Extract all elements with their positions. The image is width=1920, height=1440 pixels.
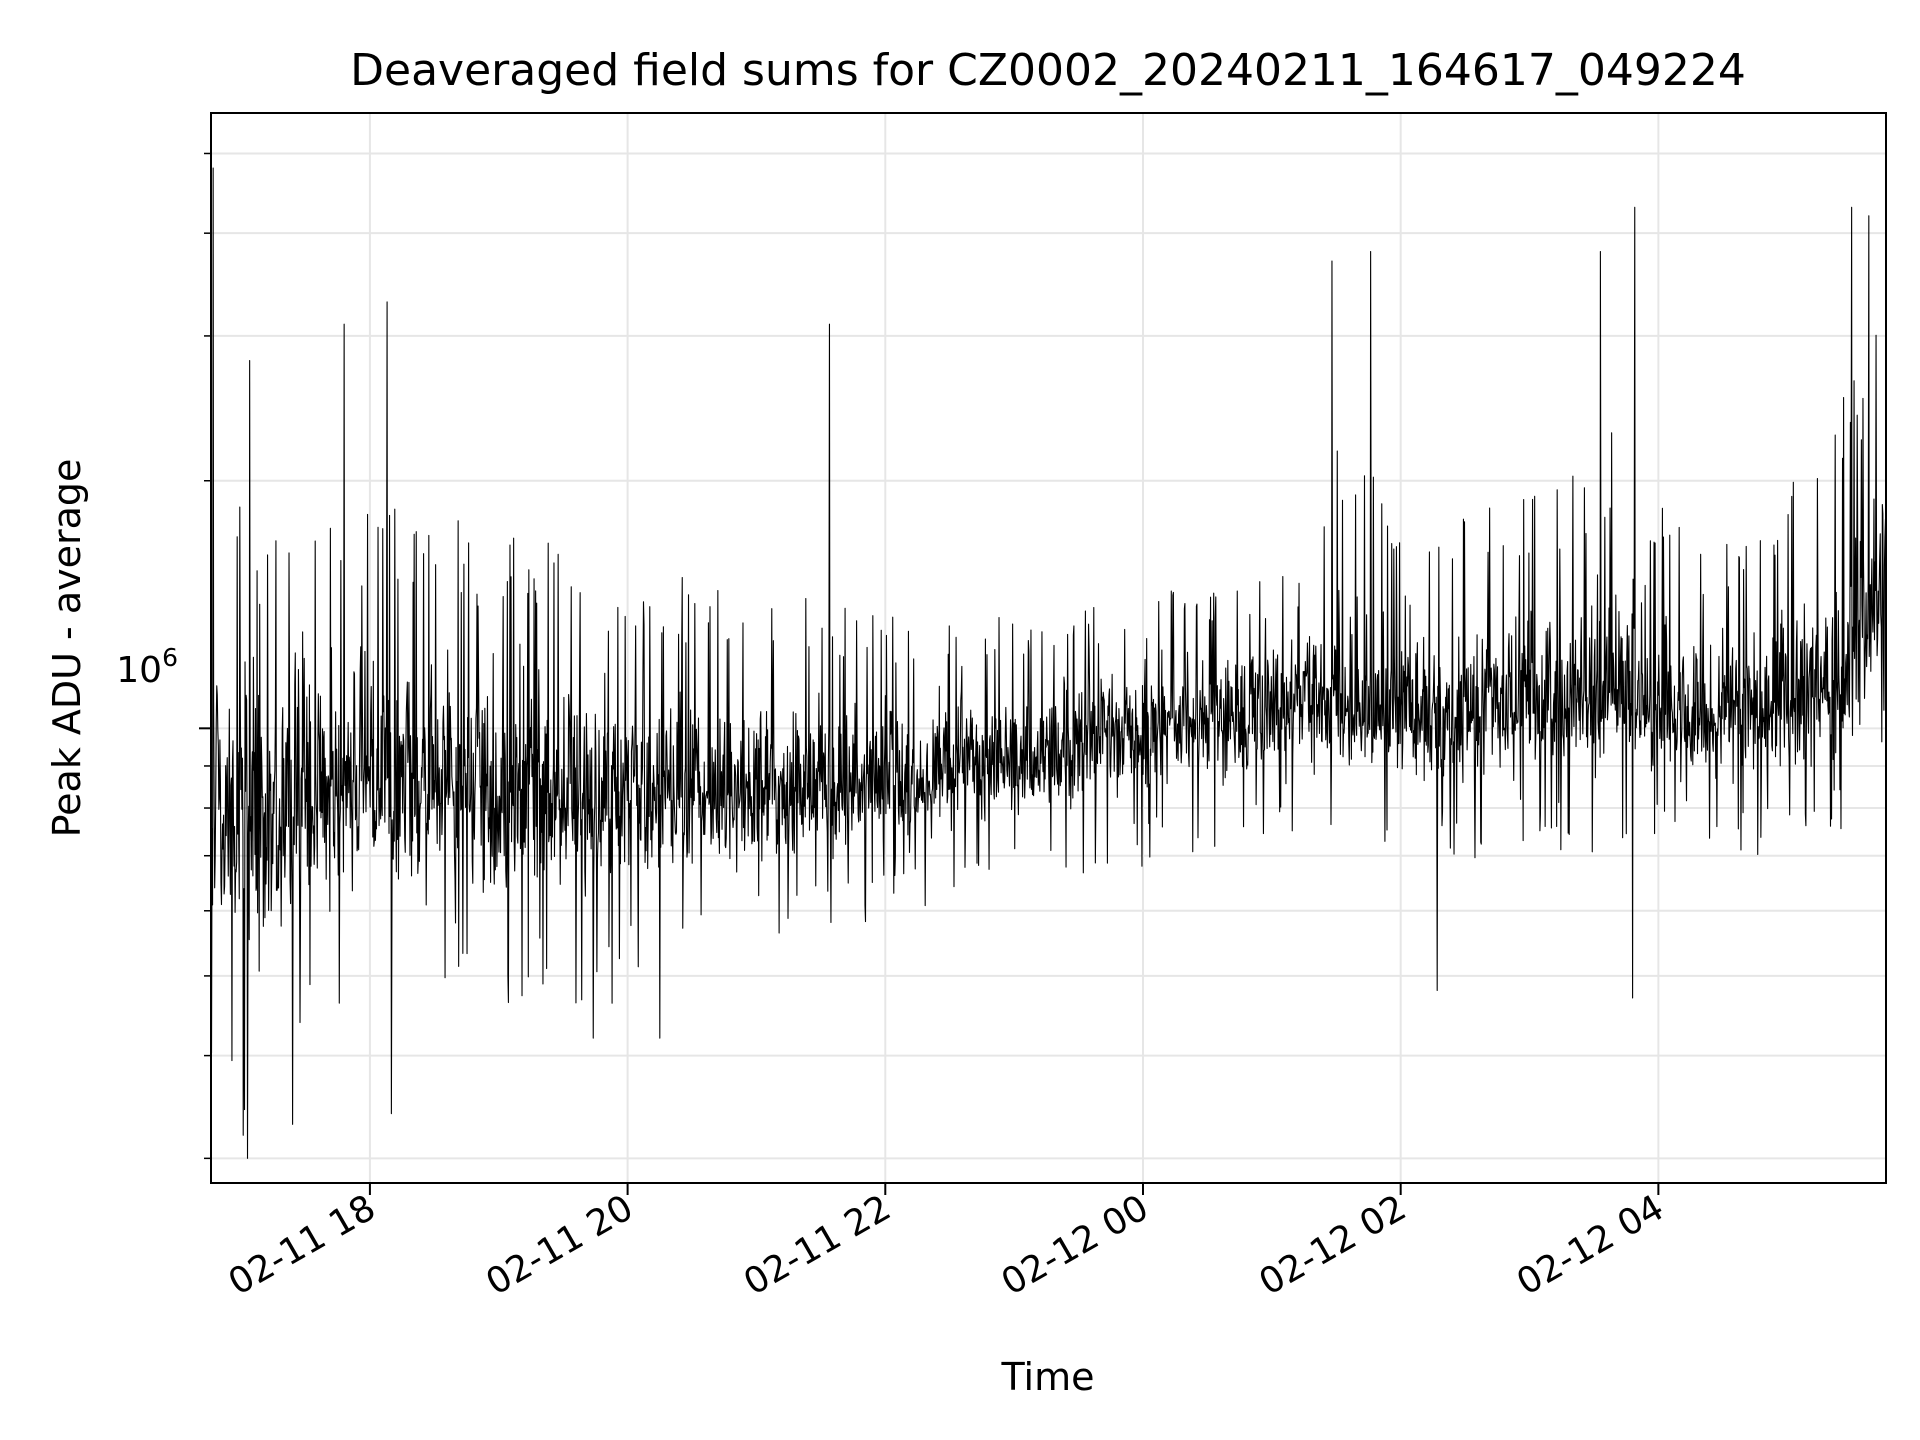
y-axis-label: Peak ADU - average — [45, 459, 89, 838]
data-layer — [210, 167, 1887, 1159]
series-line — [210, 167, 1887, 1159]
x-axis-label: Time — [1001, 1355, 1095, 1399]
y-tick-base: 10 — [116, 650, 162, 691]
y-tick-label-1e6: 106 — [116, 643, 178, 691]
y-tick-exponent: 6 — [162, 643, 178, 672]
plot-frame — [210, 112, 1887, 1184]
grid — [211, 113, 1886, 1183]
chart-title: Deaveraged field sums for CZ0002_2024021… — [350, 45, 1746, 96]
